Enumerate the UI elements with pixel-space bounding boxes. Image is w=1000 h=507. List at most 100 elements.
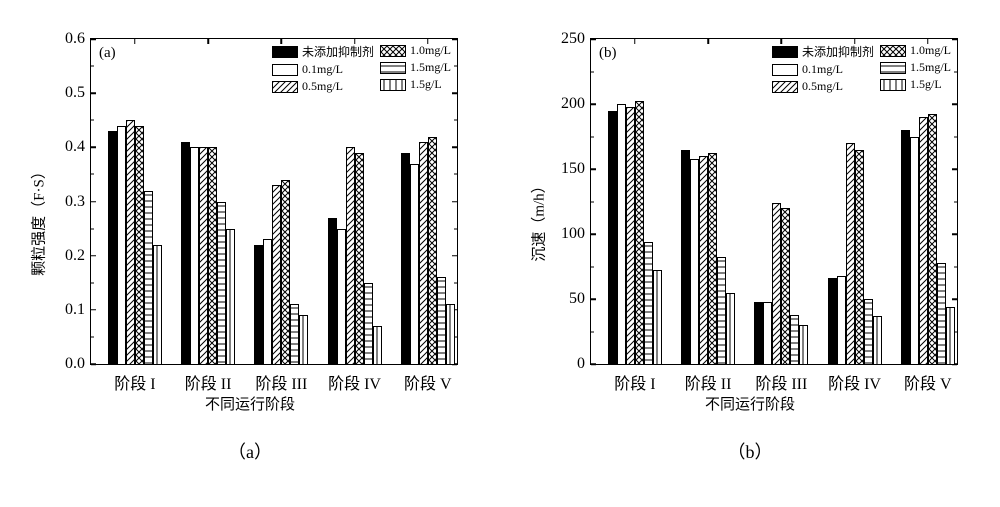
- panel-b: 沉速（m/h） 不同运行阶段 (b) 未添加抑制剂0.1mg/L0.5mg/L1…: [515, 20, 985, 464]
- y-tick-label: 0: [577, 355, 591, 373]
- bar: [772, 203, 781, 364]
- x-tick-label: 阶段 IV: [328, 364, 381, 394]
- plot-container-b: 沉速（m/h） 不同运行阶段 (b) 未添加抑制剂0.1mg/L0.5mg/L1…: [530, 20, 970, 420]
- bar: [699, 156, 708, 364]
- bar: [837, 276, 846, 364]
- y-axis-label-b: 沉速（m/h）: [528, 178, 549, 261]
- bar: [272, 185, 281, 364]
- y-tick-label: 0.1: [65, 301, 91, 319]
- bar-group: [108, 39, 162, 364]
- y-tick-mark: [91, 38, 96, 40]
- bar: [653, 270, 662, 364]
- bar: [717, 257, 726, 364]
- x-tick-label: 阶段 III: [255, 364, 307, 394]
- bar: [726, 293, 735, 365]
- bar: [901, 130, 910, 364]
- bar: [181, 142, 190, 364]
- y-tick-label: 150: [561, 160, 591, 178]
- y-tick-mark: [91, 92, 96, 94]
- bar: [708, 153, 717, 364]
- bar: [126, 120, 135, 364]
- bar: [681, 150, 690, 365]
- bar: [828, 278, 837, 364]
- x-tick-label: 阶段 V: [404, 364, 452, 394]
- y-tick-mark: [91, 147, 96, 149]
- y-tick-mark: [591, 233, 596, 235]
- y-tick-mark: [91, 201, 96, 203]
- y-axis-label-a: 颗粒强度（F·S）: [28, 164, 49, 276]
- y-tick-mark: [91, 255, 96, 257]
- bar: [763, 302, 772, 364]
- bar: [626, 107, 635, 364]
- bar: [635, 101, 644, 364]
- bar: [208, 147, 217, 364]
- bar: [919, 117, 928, 364]
- bar-group: [254, 39, 308, 364]
- bar-group: [681, 39, 735, 364]
- bar: [608, 111, 617, 365]
- plot-container-a: 颗粒强度（F·S） 不同运行阶段 (a) 未添加抑制剂0.1mg/L0.5mg/…: [30, 20, 470, 420]
- x-tick-label: 阶段 V: [904, 364, 952, 394]
- bar: [428, 137, 437, 365]
- bar: [153, 245, 162, 364]
- y-tick-label: 100: [561, 225, 591, 243]
- bar: [754, 302, 763, 364]
- y-tick-label: 50: [569, 290, 591, 308]
- bar: [226, 229, 235, 364]
- bar: [373, 326, 382, 364]
- bar-group: [828, 39, 882, 364]
- bar: [690, 159, 699, 364]
- y-tick-mark: [591, 38, 596, 40]
- bar: [281, 180, 290, 364]
- bar: [346, 147, 355, 364]
- bar: [254, 245, 263, 364]
- bar: [328, 218, 337, 364]
- bar-group: [328, 39, 382, 364]
- sub-caption-a: （a）: [228, 438, 272, 464]
- bar-group: [181, 39, 235, 364]
- bar: [337, 229, 346, 364]
- bar: [864, 299, 873, 364]
- y-tick-mark: [591, 363, 596, 365]
- bar-group: [901, 39, 955, 364]
- bar-group: [608, 39, 662, 364]
- bar: [144, 191, 153, 364]
- bar: [937, 263, 946, 364]
- bar: [290, 304, 299, 364]
- x-axis-label-a: 不同运行阶段: [205, 393, 295, 414]
- bar: [790, 315, 799, 364]
- bar: [781, 208, 790, 364]
- y-tick-mark: [591, 168, 596, 170]
- plot-area-a: (a) 未添加抑制剂0.1mg/L0.5mg/L1.0mg/L1.5mg/L1.…: [90, 38, 458, 365]
- bar: [910, 137, 919, 365]
- x-tick-label: 阶段 III: [755, 364, 807, 394]
- bar: [446, 304, 455, 364]
- bar: [644, 242, 653, 364]
- bar-group: [754, 39, 808, 364]
- y-tick-label: 0.6: [65, 30, 91, 48]
- y-tick-mark: [591, 298, 596, 300]
- bar: [928, 114, 937, 364]
- bar: [799, 325, 808, 364]
- x-tick-label: 阶段 II: [185, 364, 232, 394]
- x-tick-label: 阶段 IV: [828, 364, 881, 394]
- bar: [190, 147, 199, 364]
- y-tick-label: 0.5: [65, 84, 91, 102]
- bar: [855, 150, 864, 365]
- y-tick-label: 200: [561, 95, 591, 113]
- bar: [437, 277, 446, 364]
- bar: [401, 153, 410, 364]
- x-tick-label: 阶段 II: [685, 364, 732, 394]
- x-tick-label: 阶段 I: [114, 364, 155, 394]
- bar: [617, 104, 626, 364]
- bar: [117, 126, 126, 364]
- y-tick-mark: [591, 103, 596, 105]
- bar: [355, 153, 364, 364]
- sub-caption-b: （b）: [728, 438, 773, 464]
- plot-area-b: (b) 未添加抑制剂0.1mg/L0.5mg/L1.0mg/L1.5mg/L1.…: [590, 38, 958, 365]
- y-tick-mark: [91, 363, 96, 365]
- y-tick-label: 0.0: [65, 355, 91, 373]
- bar: [873, 316, 882, 364]
- bar: [419, 142, 428, 364]
- bar: [846, 143, 855, 364]
